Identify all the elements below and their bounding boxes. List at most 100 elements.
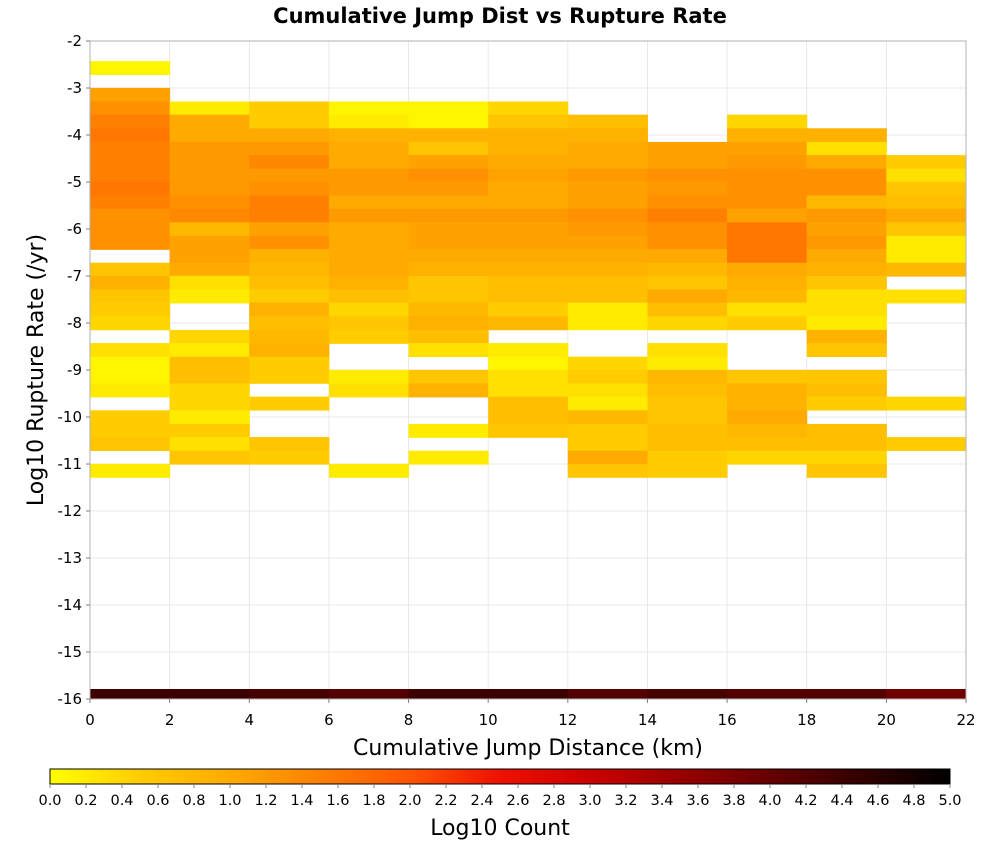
heatmap-cell — [328, 168, 410, 183]
x-tick-label: 6 — [324, 711, 334, 729]
heatmap-cell — [169, 410, 250, 425]
colorbar-tick-label: 2.6 — [506, 793, 529, 809]
colorbar-tick-label: 0.0 — [38, 793, 61, 809]
y-tick-label: -3 — [67, 79, 82, 97]
heatmap-cell — [328, 275, 410, 290]
y-tick-label: -15 — [58, 643, 83, 661]
heatmap-cell — [169, 383, 250, 398]
heatmap-cell — [90, 235, 171, 250]
heatmap-cell — [806, 450, 887, 465]
heatmap-cell — [567, 141, 648, 156]
heatmap-cell — [727, 181, 808, 196]
heatmap-cell — [328, 128, 410, 143]
heatmap-cell — [90, 101, 171, 116]
heatmap-cell — [90, 155, 171, 170]
heatmap-cell — [408, 101, 489, 116]
heatmap-cell — [647, 222, 728, 237]
heatmap-cell — [806, 128, 887, 143]
heatmap-cell — [806, 275, 887, 290]
heatmap-cell — [328, 195, 410, 210]
colorbar-tick-label: 4.6 — [866, 793, 889, 809]
heatmap-cell — [567, 688, 648, 699]
heatmap-cell — [169, 141, 250, 156]
heatmap-cell — [567, 168, 648, 183]
heatmap-cell — [328, 141, 410, 156]
heatmap-cell — [647, 249, 728, 264]
heatmap-cell — [328, 208, 410, 223]
y-tick-label: -4 — [67, 126, 82, 144]
heatmap-cell — [90, 87, 171, 102]
heatmap-cell — [90, 423, 171, 438]
colorbar-tick-label: 2.0 — [398, 793, 421, 809]
heatmap-cell — [249, 155, 330, 170]
heatmap-cell — [328, 155, 410, 170]
heatmap-cell — [567, 383, 648, 398]
heatmap-cell — [90, 343, 171, 358]
heatmap-cell — [408, 141, 489, 156]
heatmap-cell — [567, 222, 648, 237]
heatmap-cell — [249, 114, 330, 129]
heatmap-cell — [647, 302, 728, 317]
heatmap-cell — [90, 302, 171, 317]
heatmap-cell — [249, 275, 330, 290]
heatmap-cell — [169, 450, 250, 465]
heatmap-cell — [727, 289, 808, 304]
heatmap-cell — [408, 316, 489, 331]
heatmap-cell — [249, 235, 330, 250]
heatmap-cell — [647, 208, 728, 223]
heatmap-cell — [727, 383, 808, 398]
heatmap-cell — [169, 289, 250, 304]
heatmap-cell — [408, 128, 489, 143]
heatmap-cell — [408, 235, 489, 250]
heatmap-cell — [647, 688, 728, 699]
heatmap-cell — [806, 235, 887, 250]
heatmap-cell — [328, 383, 410, 398]
heatmap-cell — [90, 222, 171, 237]
heatmap-cell — [647, 383, 728, 398]
y-tick-label: -2 — [67, 32, 82, 50]
heatmap-cell — [567, 369, 648, 384]
heatmap-cell — [90, 61, 171, 76]
heatmap-cell — [488, 222, 569, 237]
heatmap-cell — [169, 128, 250, 143]
x-tick-label: 18 — [797, 711, 816, 729]
heatmap-cell — [169, 235, 250, 250]
heatmap-cell — [567, 195, 648, 210]
heatmap-cell — [169, 222, 250, 237]
x-tick-label: 12 — [558, 711, 577, 729]
heatmap-cell — [806, 155, 887, 170]
heatmap-cell — [408, 155, 489, 170]
heatmap-cell — [488, 396, 569, 411]
heatmap-cell — [806, 316, 887, 331]
y-tick-label: -14 — [58, 596, 83, 614]
x-tick-label: 8 — [404, 711, 414, 729]
heatmap-cell — [90, 316, 171, 331]
y-tick-label: -7 — [67, 267, 82, 285]
heatmap-cell — [886, 289, 967, 304]
heatmap-cell — [328, 316, 410, 331]
heatmap-cell — [249, 369, 330, 384]
heatmap-cell — [727, 450, 808, 465]
heatmap-cell — [408, 329, 489, 344]
heatmap-cell — [488, 343, 569, 358]
heatmap-cell — [567, 437, 648, 452]
heatmap-cell — [806, 423, 887, 438]
heatmap-cell — [886, 235, 967, 250]
colorbar-tick-label: 2.8 — [542, 793, 565, 809]
x-tick-label: 20 — [877, 711, 896, 729]
heatmap-cell — [408, 168, 489, 183]
heatmap-cell — [727, 316, 808, 331]
heatmap-cell — [169, 155, 250, 170]
heatmap-cell — [169, 369, 250, 384]
heatmap-cell — [727, 168, 808, 183]
heatmap-cell — [90, 275, 171, 290]
heatmap-cell — [806, 463, 887, 478]
heatmap-cell — [249, 141, 330, 156]
heatmap-cell — [408, 208, 489, 223]
heatmap-cell — [806, 437, 887, 452]
heatmap-cell — [567, 235, 648, 250]
heatmap-cell — [249, 316, 330, 331]
heatmap-cell — [806, 249, 887, 264]
heatmap-cell — [488, 114, 569, 129]
colorbar-tick-label: 4.0 — [758, 793, 781, 809]
